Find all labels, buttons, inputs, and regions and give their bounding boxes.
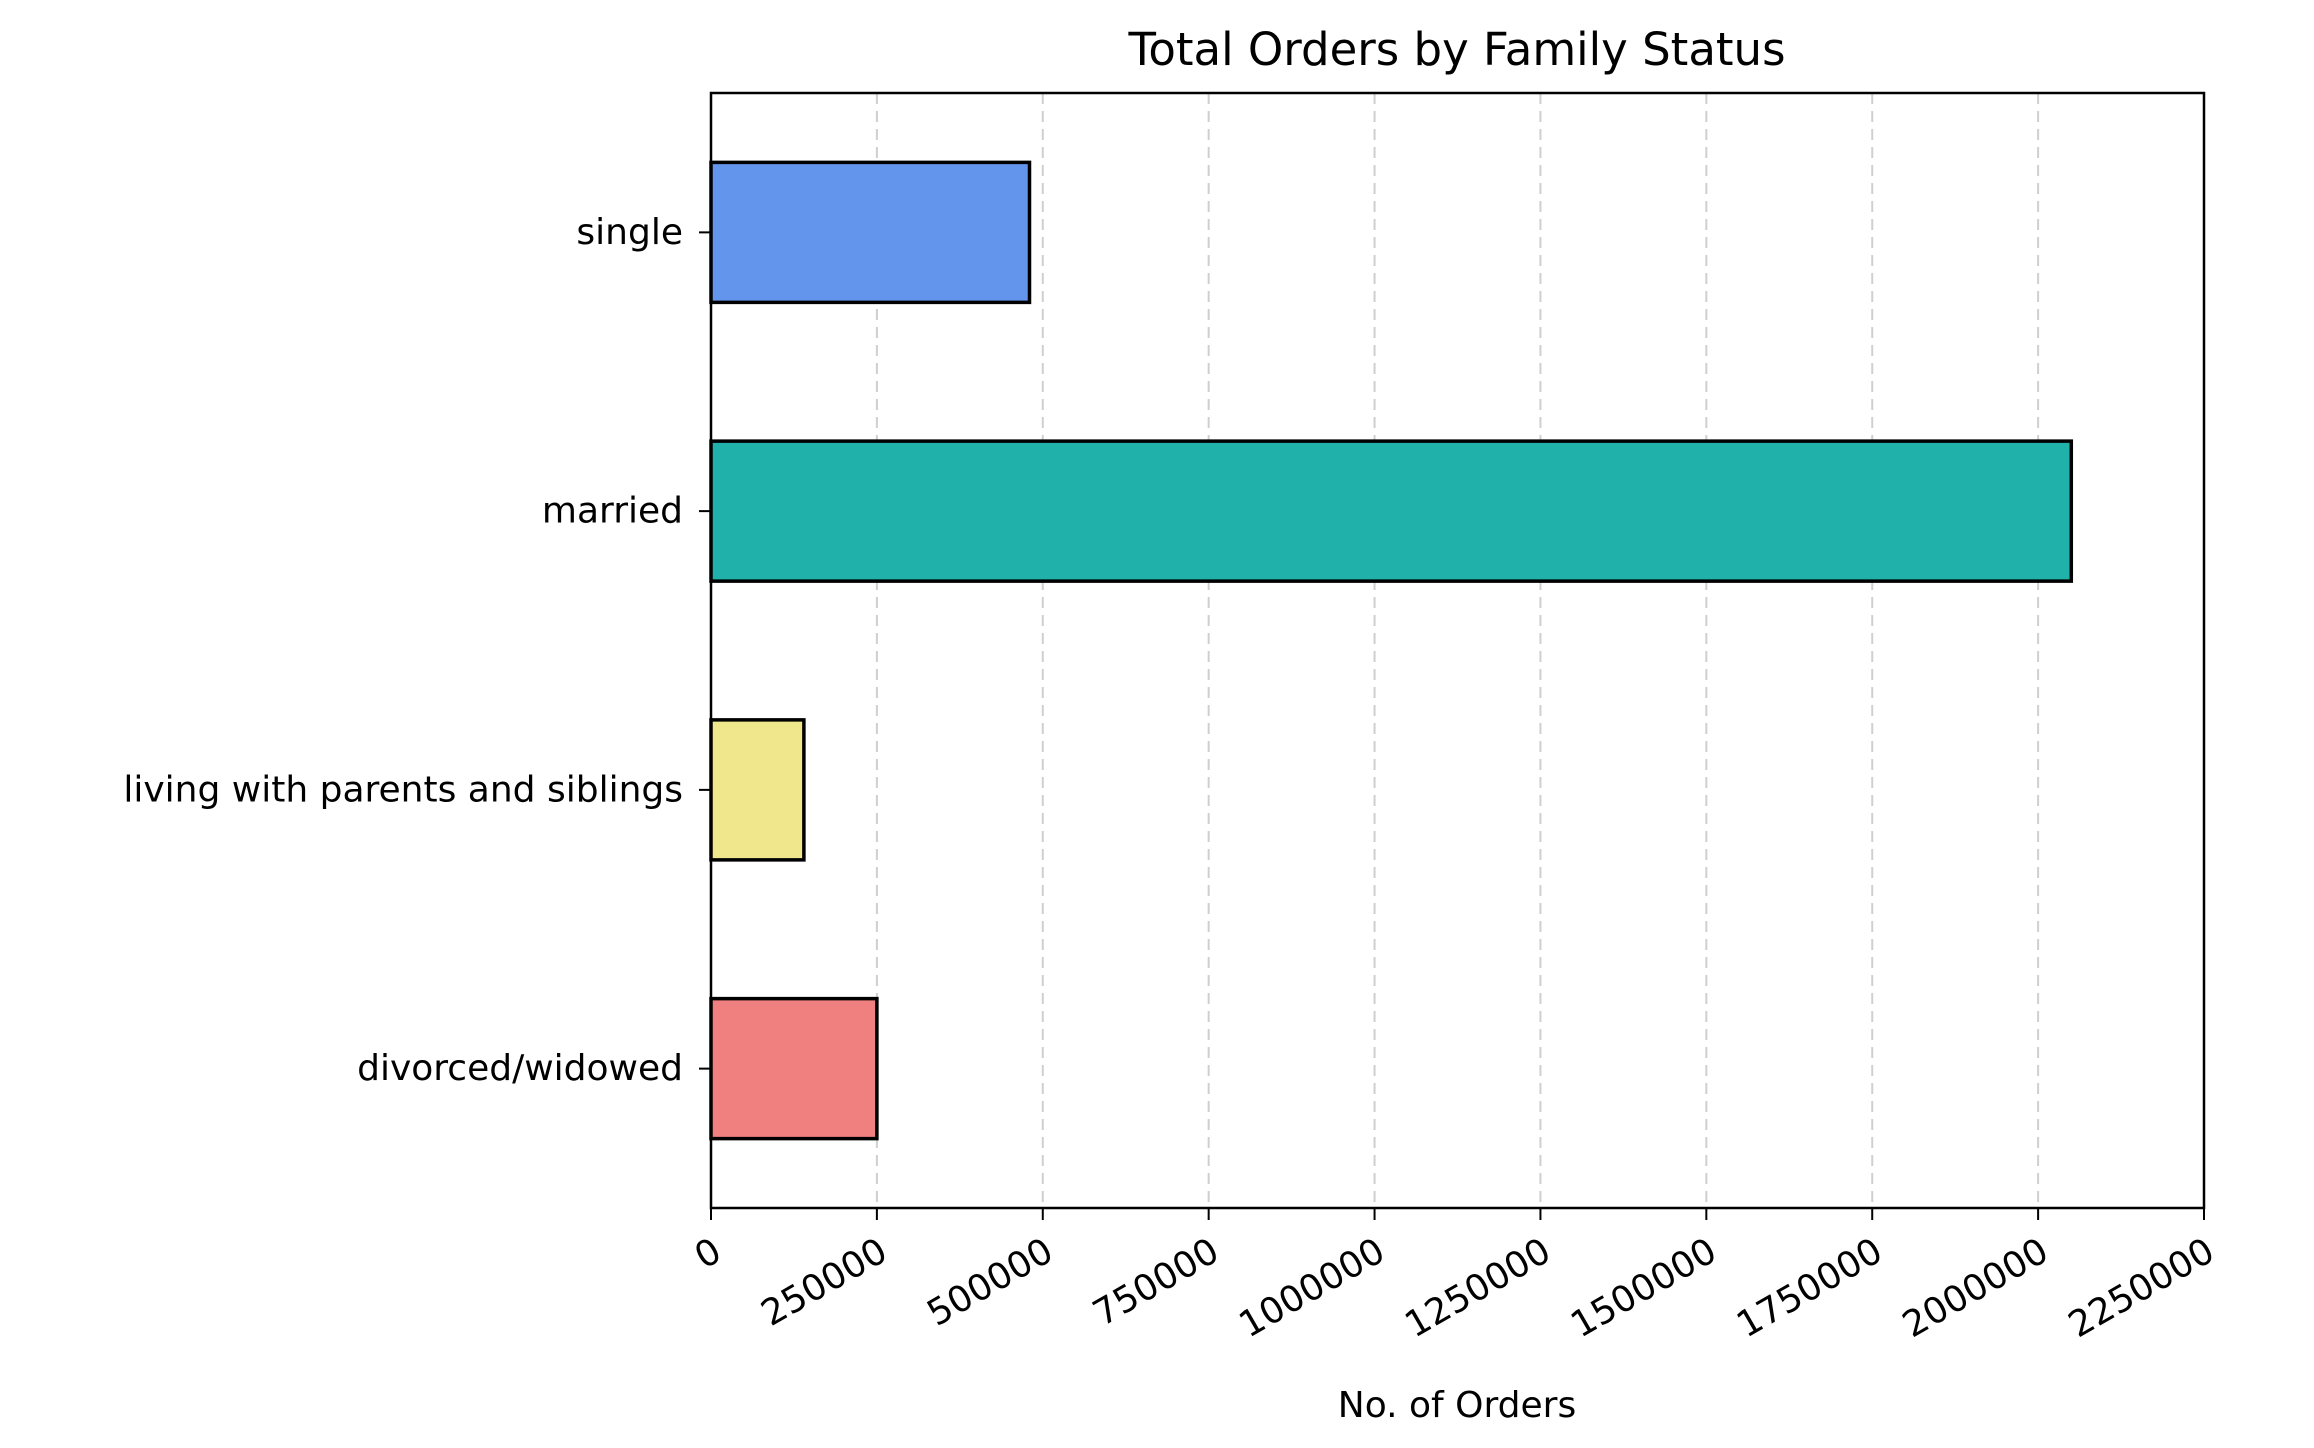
y-tick-label: living with parents and siblings xyxy=(123,769,683,810)
bar-living-with-parents-and-siblings xyxy=(709,718,806,862)
y-tick-label: married xyxy=(542,491,683,532)
chart-title: Total Orders by Family Status xyxy=(1127,23,1785,76)
y-axis-ticks: single married living with parents and sib… xyxy=(123,212,711,1089)
bar-divorced-widowed xyxy=(709,996,879,1141)
bar-married xyxy=(709,439,2074,583)
x-axis-label: No. of Orders xyxy=(1338,1385,1576,1426)
y-tick-label: divorced/widowed xyxy=(357,1048,683,1089)
plot-area-frame xyxy=(709,91,2206,1210)
bar-single xyxy=(709,160,1032,305)
y-tick-label: single xyxy=(576,212,683,253)
bars xyxy=(709,160,2074,1141)
